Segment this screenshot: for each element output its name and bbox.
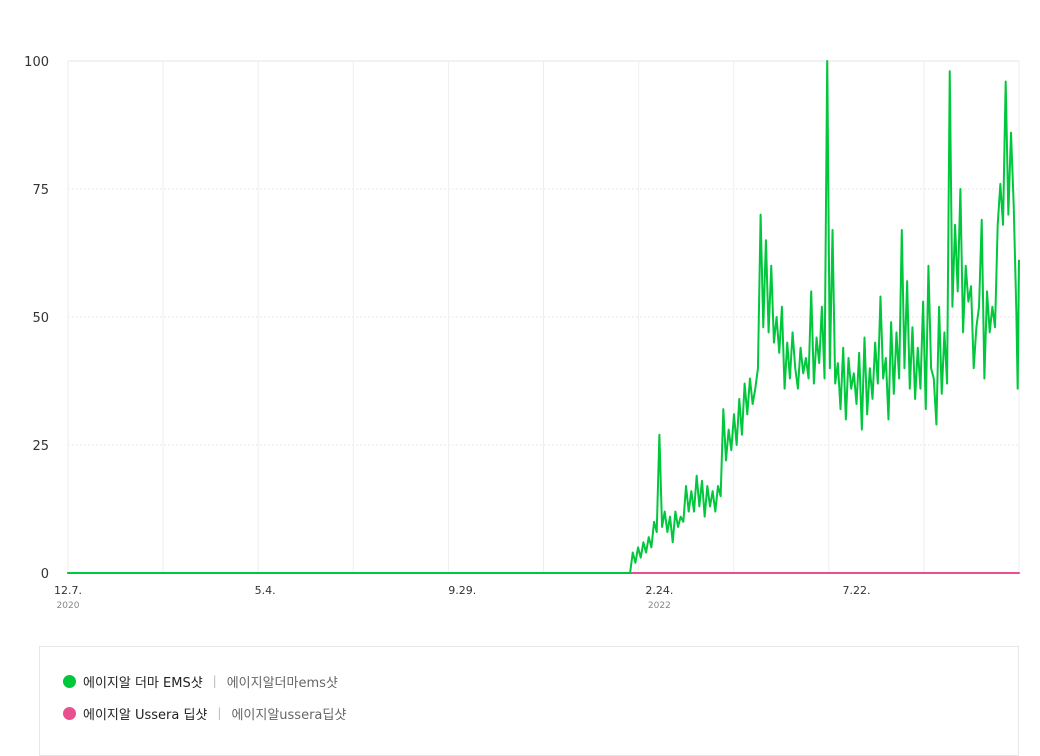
x-tick-label: 7.22. [843, 584, 871, 597]
legend-series-keyword: 에이지알ussera딥샷 [231, 707, 347, 723]
x-tick-label: 9.29. [448, 584, 476, 597]
legend-separator: | [217, 706, 222, 720]
x-axis: 12.7. 2020 5.4. 9.29. 2.24. 2022 7.22. [54, 584, 871, 611]
x-tick-label: 5.4. [255, 584, 276, 597]
series-lines [67, 60, 1020, 574]
legend-series-name: 에이지알 Ussera 딥샷 [83, 707, 208, 723]
line-chart: 0 25 50 75 100 12.7. 2020 5.4. 9.29. 2.24. 2022 7.… [24, 55, 1020, 611]
y-tick-label: 50 [32, 311, 49, 326]
legend-separator: | [212, 674, 217, 688]
series-line-1 [67, 60, 1020, 574]
legend-series-name: 에이지알 더마 EMS샷 [83, 675, 203, 691]
legend-dot-icon [63, 706, 76, 720]
y-tick-label: 25 [32, 439, 49, 454]
x-tick-label: 2.24. [645, 584, 673, 597]
legend-item-series-1[interactable]: 에이지알 더마 EMS샷 | 에이지알더마ems샷 [63, 671, 338, 691]
y-axis: 0 25 50 75 100 [24, 55, 49, 582]
legend-item-series-2[interactable]: 에이지알 Ussera 딥샷 | 에이지알ussera딥샷 [63, 703, 346, 723]
legend-dot-icon [63, 674, 76, 688]
y-tick-label: 75 [32, 183, 49, 198]
y-tick-label: 0 [41, 567, 49, 582]
x-tick-label: 12.7. [54, 584, 82, 597]
legend-series-keyword: 에이지알더마ems샷 [226, 675, 338, 691]
x-tick-year-label: 2020 [57, 601, 80, 611]
y-tick-label: 100 [24, 55, 49, 70]
grid [67, 60, 1020, 574]
x-tick-year-label: 2022 [648, 601, 671, 611]
legend: 에이지알 더마 EMS샷 | 에이지알더마ems샷 에이지알 Ussera 딥샷… [39, 646, 1019, 756]
